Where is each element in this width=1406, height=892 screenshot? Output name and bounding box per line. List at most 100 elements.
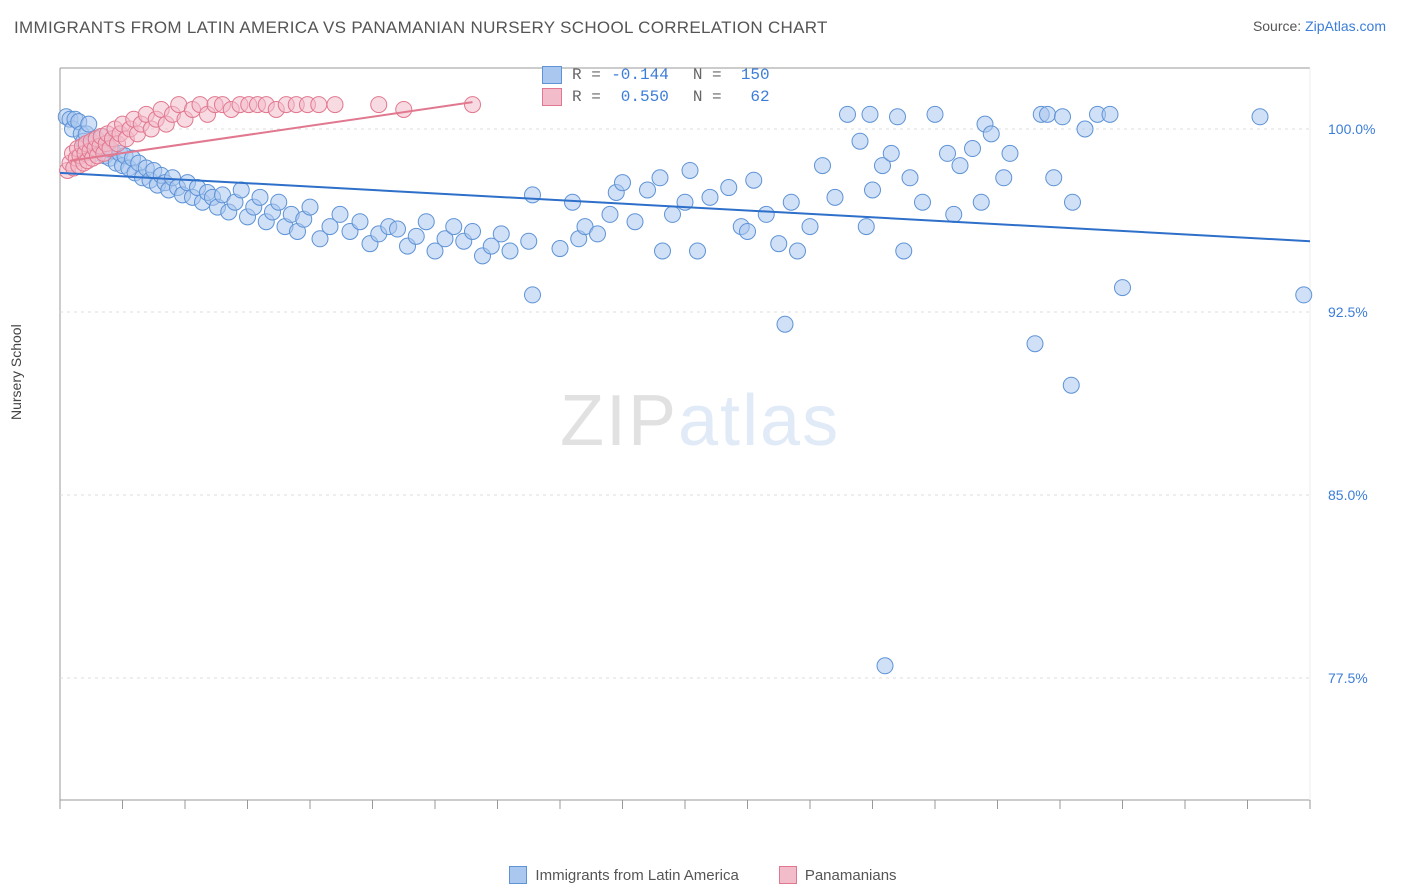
data-point: [352, 214, 368, 230]
scatter-chart-svg: 77.5% 85.0% 92.5% 100.0% 0.0% 100.0%: [50, 60, 1390, 820]
svg-text:92.5%: 92.5%: [1328, 304, 1368, 320]
data-point: [465, 223, 481, 239]
data-point: [865, 182, 881, 198]
data-point: [665, 206, 681, 222]
data-point: [965, 141, 981, 157]
data-point: [883, 145, 899, 161]
data-point: [690, 243, 706, 259]
data-point: [1040, 106, 1056, 122]
corr-N-label: N =: [693, 86, 722, 108]
data-point: [783, 194, 799, 210]
source-credit: Source: ZipAtlas.com: [1253, 18, 1386, 34]
data-point: [746, 172, 762, 188]
corr-R-value: 0.550: [611, 86, 669, 108]
data-point: [446, 219, 462, 235]
data-point: [682, 162, 698, 178]
corr-R-value: -0.144: [611, 64, 669, 86]
data-point: [590, 226, 606, 242]
data-point: [408, 228, 424, 244]
data-point: [418, 214, 434, 230]
svg-text:85.0%: 85.0%: [1328, 487, 1368, 503]
data-point: [983, 126, 999, 142]
data-point: [327, 97, 343, 113]
data-point: [815, 158, 831, 174]
data-point: [1065, 194, 1081, 210]
data-point: [652, 170, 668, 186]
data-point: [311, 97, 327, 113]
legend-label: Immigrants from Latin America: [535, 867, 738, 884]
svg-text:100.0%: 100.0%: [1328, 121, 1375, 137]
data-point: [525, 287, 541, 303]
data-point: [996, 170, 1012, 186]
data-point: [1002, 145, 1018, 161]
y-axis-label: Nursery School: [8, 324, 24, 420]
data-point: [465, 97, 481, 113]
data-point: [952, 158, 968, 174]
data-point: [896, 243, 912, 259]
data-point: [702, 189, 718, 205]
data-point: [371, 97, 387, 113]
data-point: [973, 194, 989, 210]
data-point: [862, 106, 878, 122]
corr-N-value: 150: [732, 64, 770, 86]
data-point: [302, 199, 318, 215]
data-point: [1027, 336, 1043, 352]
data-point: [927, 106, 943, 122]
legend-label: Panamanians: [805, 867, 897, 884]
corr-R-label: R =: [572, 64, 601, 86]
data-point: [1296, 287, 1312, 303]
data-point: [777, 316, 793, 332]
data-point: [827, 189, 843, 205]
svg-text:0.0%: 0.0%: [72, 817, 104, 820]
svg-text:77.5%: 77.5%: [1328, 670, 1368, 686]
data-point: [655, 243, 671, 259]
corr-legend-row: R = -0.144 N = 150: [542, 64, 770, 86]
data-point: [802, 219, 818, 235]
corr-N-label: N =: [693, 64, 722, 86]
data-point: [602, 206, 618, 222]
data-point: [1063, 377, 1079, 393]
data-point: [915, 194, 931, 210]
data-point: [1102, 106, 1118, 122]
chart-plot-area: 77.5% 85.0% 92.5% 100.0% 0.0% 100.0%: [50, 60, 1390, 820]
data-point: [852, 133, 868, 149]
data-point: [740, 223, 756, 239]
legend-item: Panamanians: [779, 866, 897, 884]
data-point: [525, 187, 541, 203]
data-point: [1115, 280, 1131, 296]
legend-swatch: [779, 866, 797, 884]
data-point: [640, 182, 656, 198]
data-point: [877, 658, 893, 674]
data-point: [332, 206, 348, 222]
legend-swatch: [509, 866, 527, 884]
legend-swatch: [542, 66, 562, 84]
data-point: [390, 221, 406, 237]
data-point: [615, 175, 631, 191]
data-point: [493, 226, 509, 242]
data-point: [271, 194, 287, 210]
svg-text:100.0%: 100.0%: [1304, 817, 1351, 820]
data-point: [1077, 121, 1093, 137]
data-point: [940, 145, 956, 161]
data-point: [627, 214, 643, 230]
legend-item: Immigrants from Latin America: [509, 866, 738, 884]
data-point: [396, 101, 412, 117]
data-point: [790, 243, 806, 259]
data-point: [721, 180, 737, 196]
source-site: ZipAtlas.com: [1305, 18, 1386, 34]
data-point: [1055, 109, 1071, 125]
data-point: [502, 243, 518, 259]
series-legend: Immigrants from Latin America Panamanians: [0, 866, 1406, 884]
data-point: [233, 182, 249, 198]
correlation-legend: R =-0.144N =150R =0.550N =62: [542, 64, 770, 108]
corr-R-label: R =: [572, 86, 601, 108]
data-point: [858, 219, 874, 235]
data-point: [890, 109, 906, 125]
data-point: [521, 233, 537, 249]
data-point: [758, 206, 774, 222]
data-point: [771, 236, 787, 252]
source-label: Source:: [1253, 18, 1305, 34]
data-point: [946, 206, 962, 222]
legend-swatch: [542, 88, 562, 106]
data-point: [81, 116, 97, 132]
